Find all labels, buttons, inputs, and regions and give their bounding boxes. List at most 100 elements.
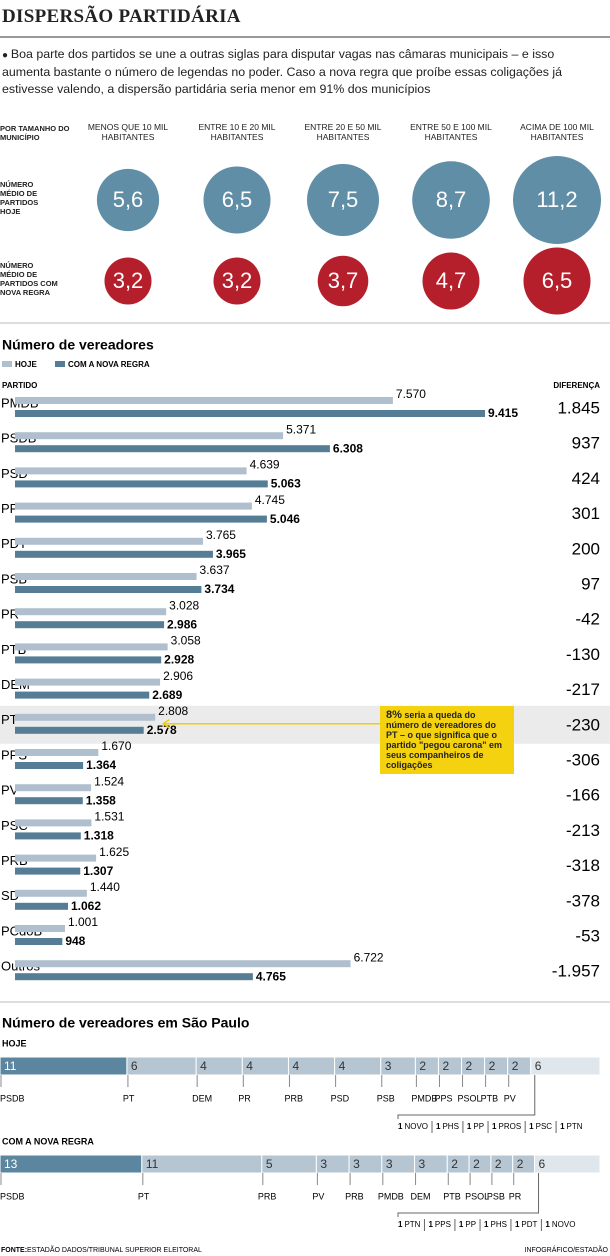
segment-name: DEM: [192, 1093, 212, 1103]
bar-label: 6.308: [333, 441, 363, 455]
difference-label: -230: [566, 715, 600, 734]
segment-label: 6: [539, 1157, 546, 1171]
segment-label: 5: [266, 1157, 273, 1171]
annotation-arrowhead: [161, 719, 170, 729]
bar: [15, 432, 284, 440]
segment-name: PT: [123, 1093, 135, 1103]
bar-label: 948: [65, 934, 85, 948]
legend-swatch: [2, 361, 12, 367]
bar-label: 2.928: [164, 653, 194, 667]
segment-name: PR: [509, 1191, 522, 1201]
bubble: [213, 257, 261, 305]
difference-label: -318: [566, 856, 600, 875]
bar: [15, 502, 252, 510]
footer-source: ESTADÃO DADOS/TRIBUNAL SUPERIOR ELEITORA…: [27, 1245, 202, 1254]
difference-label: 937: [572, 434, 600, 453]
bar-label: 1.358: [86, 793, 116, 807]
bar-label: 3.058: [171, 634, 201, 648]
bar-label: 3.765: [206, 528, 236, 542]
segment-label: 4: [339, 1059, 346, 1073]
others-name: NOVO: [404, 1122, 428, 1131]
bubble-label: 4,7: [436, 268, 467, 293]
bar-label: 3.028: [169, 598, 199, 612]
segment-label: 2: [442, 1059, 449, 1073]
bar: [15, 410, 485, 417]
bubble: [96, 168, 160, 232]
others-count: 1: [398, 1122, 403, 1131]
segment-label: 2: [419, 1059, 426, 1073]
bar: [15, 515, 267, 523]
others-count: 1: [428, 1220, 433, 1229]
segment-label: 2: [451, 1157, 458, 1171]
bar: [15, 691, 150, 699]
others-count: 1: [545, 1220, 550, 1229]
legend-label: HOJE: [15, 360, 37, 369]
difference-label: 1.845: [557, 398, 600, 417]
segment-name: DEM: [411, 1191, 431, 1201]
segment-label: 4: [200, 1059, 207, 1073]
difference-label: -53: [575, 926, 600, 945]
others-count: 1: [459, 1220, 464, 1229]
bar-label: 7.570: [396, 387, 426, 401]
bar: [15, 889, 87, 897]
segment-label: 2: [473, 1157, 480, 1171]
difference-label: 424: [572, 469, 600, 488]
bar-label: 2.986: [167, 617, 197, 631]
intro-text: Boa parte dos partidos se une a outras s…: [2, 47, 563, 96]
bar-label: 4.745: [255, 493, 285, 507]
bubble-label: 7,5: [328, 187, 359, 212]
bar: [15, 713, 156, 721]
intro: ● Boa parte dos partidos se une a outras…: [2, 46, 598, 98]
category-label: PT: [1, 712, 18, 727]
title: DISPERSÃO PARTIDÁRIA: [2, 6, 241, 27]
difference-label: -217: [566, 680, 600, 699]
others-name: PP: [473, 1122, 484, 1131]
bar-label: 1.531: [94, 810, 124, 824]
bar: [15, 621, 165, 629]
bar-label: 3.965: [216, 547, 246, 561]
bar: [15, 867, 81, 875]
segment: [141, 1154, 263, 1174]
bubble-label: 3,7: [328, 268, 359, 293]
row-label: NÚMERO MÉDIO DE PARTIDOS COM NOVA REGRA: [0, 261, 58, 297]
segment-label: 2: [495, 1157, 502, 1171]
bubble-label: 6,5: [222, 187, 253, 212]
segment-name: PMDB: [378, 1191, 404, 1201]
bar-label: 1.062: [71, 899, 101, 913]
segment-name: PSD: [331, 1093, 350, 1103]
section-title: Número de vereadores em São Paulo: [2, 1015, 249, 1031]
bar: [15, 467, 247, 475]
segment-label: 3: [386, 1157, 393, 1171]
others-name: PPS: [435, 1220, 451, 1229]
bar-label: 4.639: [250, 458, 280, 472]
bubble-label: 3,2: [113, 268, 144, 293]
bubble: [412, 161, 490, 239]
legend-swatch: [55, 361, 65, 367]
bar: [15, 445, 330, 453]
bar: [15, 784, 92, 792]
bar: [15, 573, 197, 580]
bar-label: 1.307: [83, 864, 113, 878]
bar: [15, 749, 99, 756]
segment-label: 2: [489, 1059, 496, 1073]
others-name: PTN: [404, 1220, 420, 1229]
bar: [15, 902, 69, 910]
bubble: [513, 156, 601, 244]
difference-label: -213: [566, 821, 600, 840]
annotation-text: seria a queda do número de vereadores do…: [386, 709, 503, 770]
others-name: PDT: [521, 1220, 537, 1229]
segment-name: PTB: [481, 1093, 499, 1103]
bar-label: 5.371: [286, 422, 316, 436]
bar: [15, 586, 202, 593]
segment-label: 4: [292, 1059, 299, 1073]
column-label: MENOS QUE 10 MIL HABITANTES: [87, 122, 169, 142]
bar: [15, 550, 213, 558]
others-name: PROS: [499, 1122, 522, 1131]
others-name: PHS: [442, 1122, 458, 1131]
bar-label: 1.318: [84, 829, 114, 843]
others-name: NOVO: [552, 1220, 576, 1229]
column-label: ENTRE 20 E 50 MIL HABITANTES: [304, 122, 382, 142]
others-count: 1: [560, 1122, 565, 1131]
others-name: PP: [465, 1220, 476, 1229]
bar-label: 1.625: [99, 845, 129, 859]
